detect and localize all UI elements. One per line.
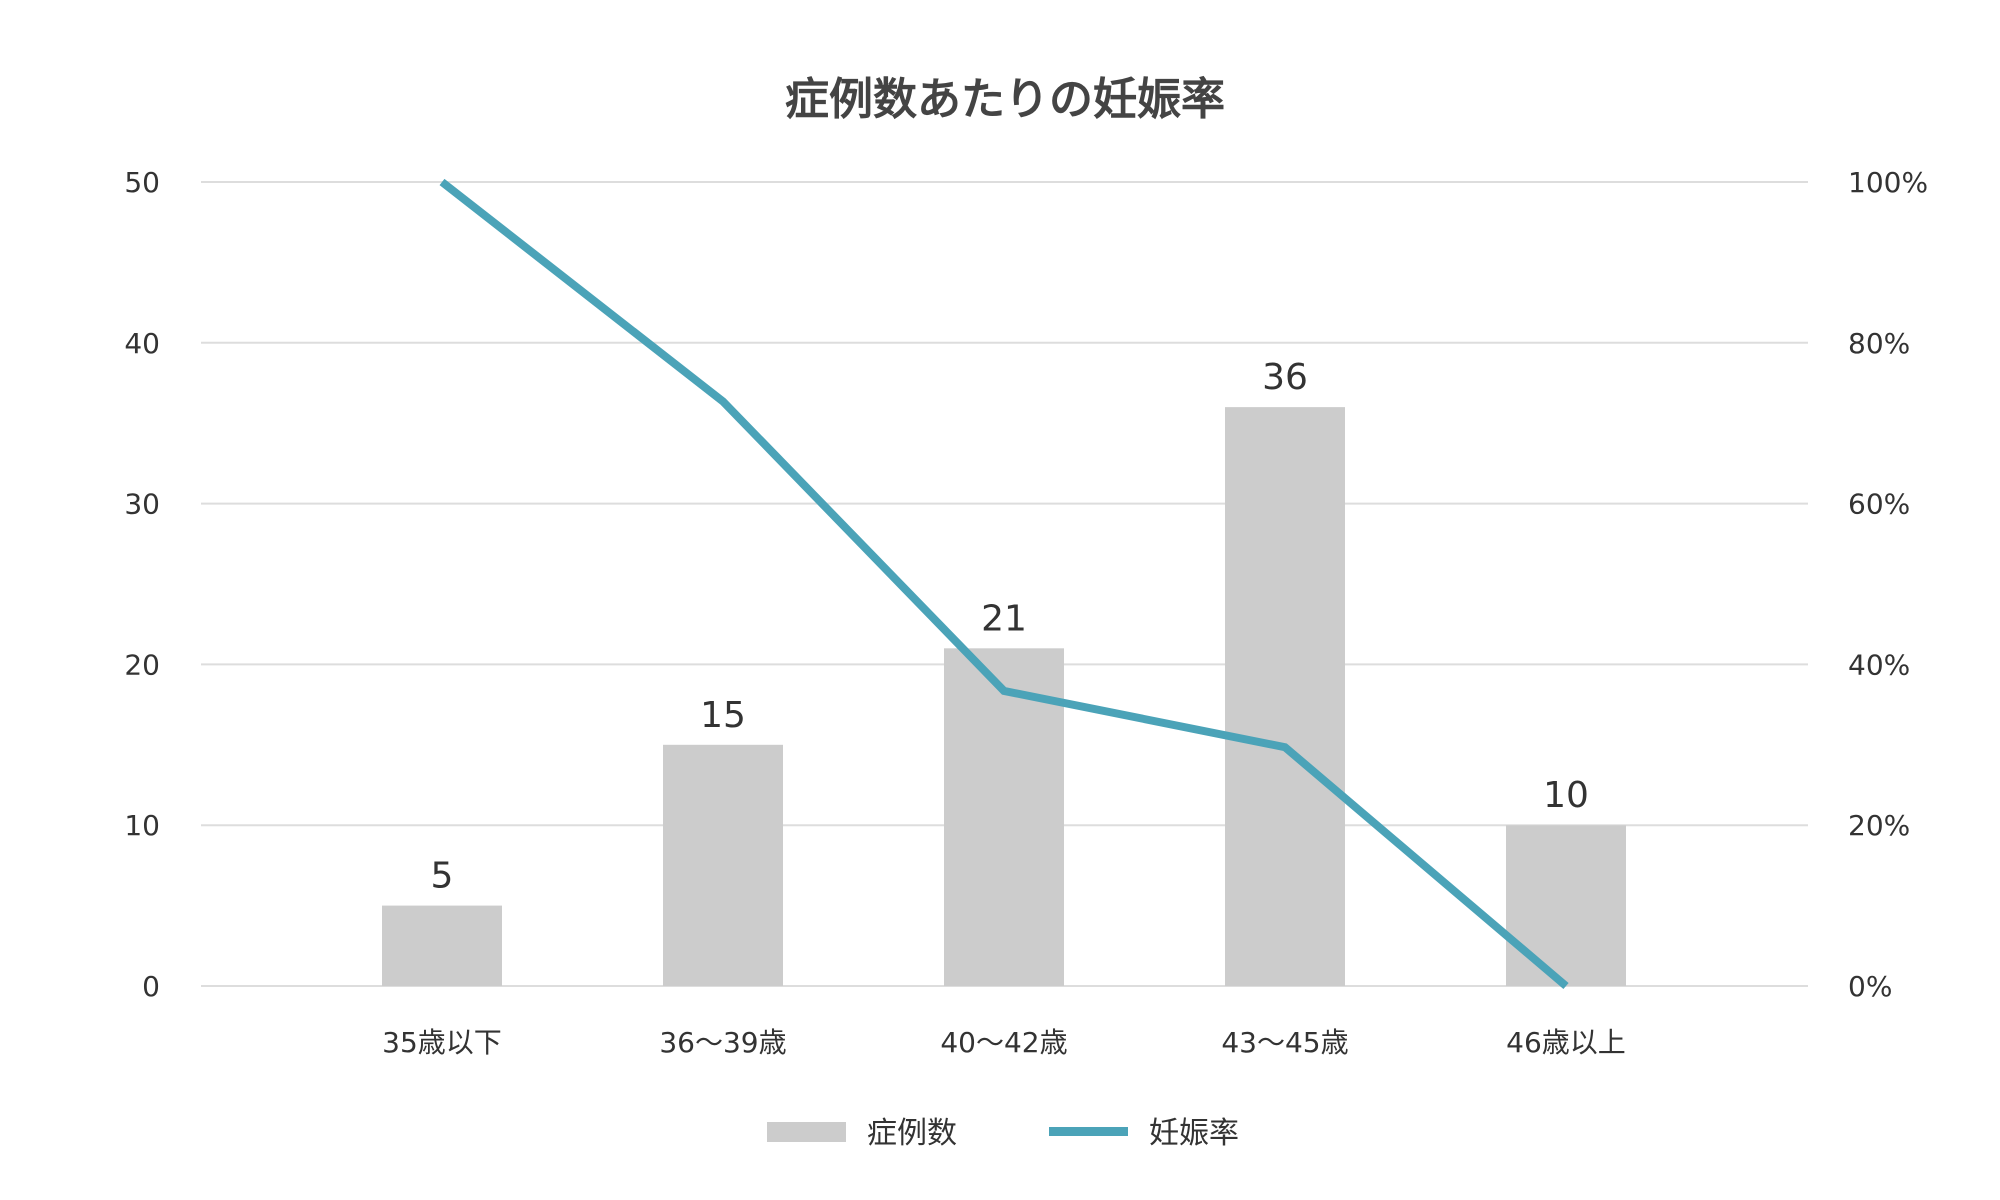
bar-data-label: 36 (1262, 357, 1308, 398)
chart-title: 症例数あたりの妊娠率 (785, 74, 1225, 125)
legend-swatch-line (1049, 1127, 1128, 1136)
bar (1506, 825, 1626, 986)
legend: 症例数 妊娠率 (767, 1116, 1239, 1151)
bar-data-label: 5 (431, 856, 454, 897)
bar (944, 648, 1064, 986)
y-left-tick-label: 20 (124, 648, 160, 681)
y-right-tick-label: 60% (1848, 488, 1910, 521)
line-series (439, 178, 1569, 990)
y-left-tick-label: 40 (124, 327, 160, 360)
bar (1225, 407, 1345, 986)
x-tick-label: 36〜39歳 (659, 1026, 786, 1059)
y-right-tick-label: 20% (1848, 809, 1910, 842)
x-axis: 35歳以下 36〜39歳 40〜42歳 43〜45歳 46歳以上 (382, 1026, 1626, 1059)
y-left-tick-label: 0 (142, 970, 160, 1003)
bar (382, 905, 502, 986)
y-right-tick-label: 40% (1848, 648, 1910, 681)
x-tick-label: 43〜45歳 (1221, 1026, 1348, 1059)
y-left-tick-label: 10 (124, 809, 160, 842)
legend-swatch-bar (767, 1122, 846, 1142)
y-right-tick-label: 100% (1848, 166, 1928, 199)
y-left-tick-label: 50 (124, 166, 160, 199)
y-axis-left: 0 10 20 30 40 50 (124, 166, 160, 1003)
y-left-tick-label: 30 (124, 488, 160, 521)
bar (663, 744, 783, 986)
bar-data-label: 15 (700, 695, 746, 736)
bar-series: 5 15 21 36 10 (382, 357, 1626, 986)
x-tick-label: 46歳以上 (1506, 1026, 1626, 1059)
y-axis-right: 0% 20% 40% 60% 80% 100% (1848, 166, 1928, 1003)
y-right-tick-label: 0% (1848, 970, 1892, 1003)
y-right-tick-label: 80% (1848, 327, 1910, 360)
legend-label-line: 妊娠率 (1149, 1116, 1239, 1151)
x-tick-label: 40〜42歳 (940, 1026, 1067, 1059)
legend-label-bar: 症例数 (867, 1116, 957, 1151)
bar-data-label: 10 (1543, 775, 1589, 816)
x-tick-label: 35歳以下 (382, 1026, 502, 1059)
bar-data-label: 21 (981, 598, 1027, 639)
